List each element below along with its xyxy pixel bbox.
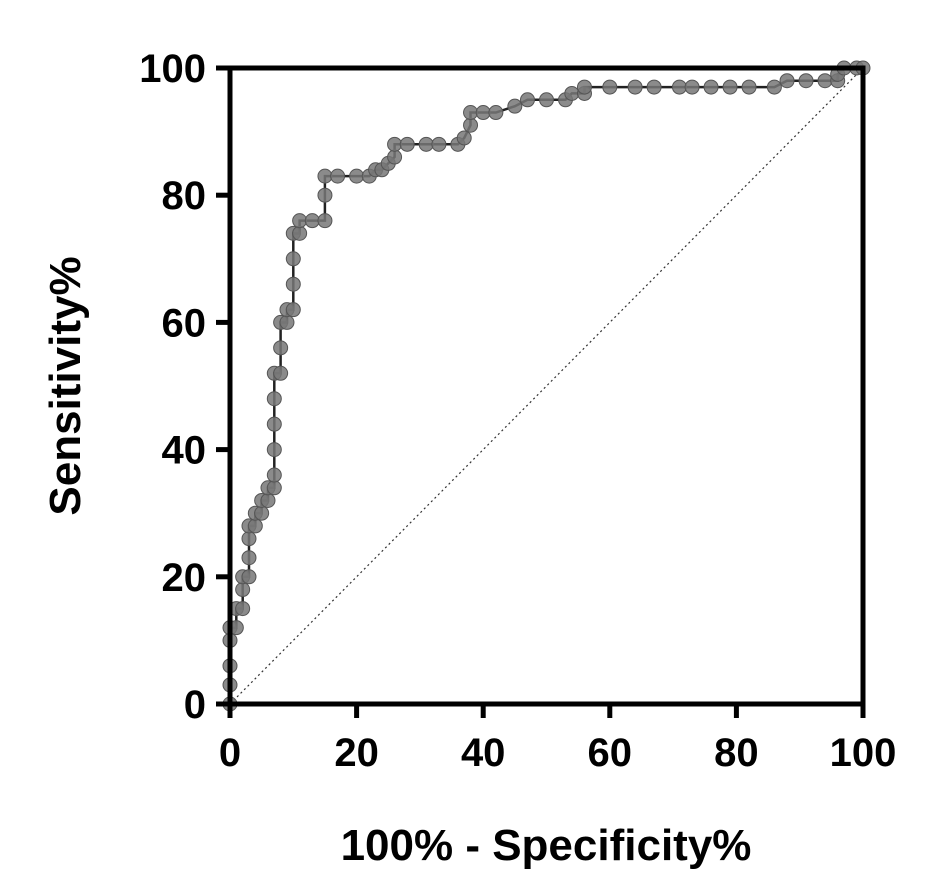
x-tick-label: 20 bbox=[334, 731, 379, 775]
roc-point bbox=[475, 105, 491, 121]
roc-point bbox=[266, 442, 282, 458]
x-tick-label: 0 bbox=[219, 731, 241, 775]
roc-point bbox=[766, 79, 782, 95]
roc-point bbox=[330, 168, 346, 184]
roc-point bbox=[317, 168, 333, 184]
roc-point bbox=[317, 187, 333, 203]
roc-point bbox=[602, 79, 618, 95]
roc-point bbox=[241, 531, 257, 547]
roc-point bbox=[741, 79, 757, 95]
roc-point bbox=[488, 105, 504, 121]
roc-point bbox=[817, 73, 833, 89]
roc-point bbox=[564, 85, 580, 101]
roc-point bbox=[285, 302, 301, 318]
roc-point bbox=[304, 213, 320, 229]
roc-point bbox=[539, 92, 554, 108]
roc-point bbox=[235, 601, 251, 617]
roc-point bbox=[285, 276, 301, 292]
reference-diagonal-line bbox=[229, 67, 864, 705]
roc-point bbox=[260, 492, 276, 508]
roc-point bbox=[273, 365, 289, 381]
roc-point bbox=[285, 251, 301, 267]
series-layer bbox=[222, 60, 871, 712]
y-tick-label: 20 bbox=[162, 556, 207, 600]
roc-point bbox=[279, 314, 295, 330]
roc-point bbox=[254, 505, 270, 521]
roc-point bbox=[418, 136, 434, 152]
roc-point bbox=[387, 136, 403, 152]
roc-point bbox=[273, 340, 289, 356]
roc-point bbox=[247, 518, 263, 534]
x-tick-label: 60 bbox=[588, 731, 633, 775]
y-tick-label: 40 bbox=[162, 429, 207, 473]
roc-point bbox=[576, 79, 592, 95]
roc-point bbox=[266, 391, 282, 407]
x-tick-label: 100 bbox=[830, 731, 897, 775]
roc-point bbox=[292, 225, 308, 241]
roc-point bbox=[779, 73, 795, 89]
roc-point bbox=[317, 213, 333, 229]
roc-point bbox=[684, 79, 700, 95]
roc-point bbox=[722, 79, 738, 95]
y-tick-label: 80 bbox=[162, 174, 207, 218]
reference-layer bbox=[229, 67, 864, 705]
roc-point bbox=[241, 569, 257, 585]
y-tick-label: 0 bbox=[184, 683, 206, 727]
roc-point bbox=[399, 136, 415, 152]
roc-point bbox=[431, 136, 447, 152]
roc-point bbox=[463, 105, 479, 121]
plot-frame bbox=[227, 65, 866, 707]
roc-point bbox=[646, 79, 662, 95]
roc-point bbox=[456, 130, 472, 146]
roc-point bbox=[507, 98, 523, 114]
y-tick-label: 100 bbox=[139, 47, 206, 91]
ticks-layer: 0 20 40 60 80 100 0 20 40 60 80 100 bbox=[139, 47, 896, 775]
roc-point bbox=[349, 168, 365, 184]
roc-point bbox=[703, 79, 719, 95]
roc-point bbox=[266, 416, 282, 432]
roc-point bbox=[387, 149, 403, 165]
roc-point bbox=[463, 117, 479, 133]
x-tick-label: 80 bbox=[714, 731, 759, 775]
y-axis-title: Sensitivity% bbox=[41, 256, 90, 515]
roc-point bbox=[627, 79, 643, 95]
x-axis-title: 100% - Specificity% bbox=[341, 821, 752, 870]
axes-layer bbox=[227, 65, 866, 707]
roc-point bbox=[235, 582, 251, 598]
roc-point bbox=[241, 550, 257, 566]
roc-point bbox=[266, 480, 282, 496]
roc-point bbox=[520, 92, 536, 108]
roc-point bbox=[671, 79, 687, 95]
roc-point bbox=[266, 467, 282, 483]
y-tick-label: 60 bbox=[162, 301, 207, 345]
roc-point bbox=[292, 213, 308, 229]
roc-point bbox=[798, 73, 814, 89]
x-tick-label: 40 bbox=[461, 731, 506, 775]
